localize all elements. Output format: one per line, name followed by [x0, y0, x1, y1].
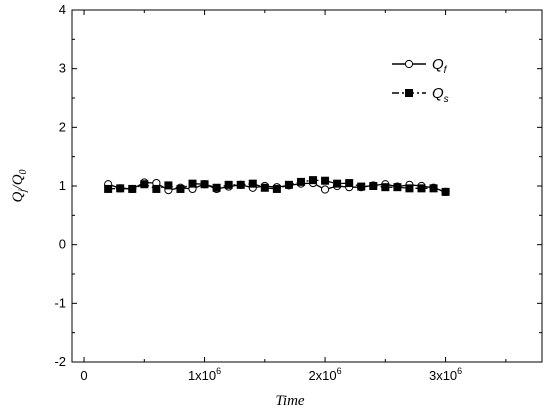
qs-point	[224, 180, 233, 189]
legend-label-qf: Qf	[432, 56, 448, 76]
y-tick-label: 2	[59, 119, 66, 134]
legend-label-qs: Qs	[432, 85, 449, 105]
qs-point	[417, 184, 426, 193]
qs-point	[333, 179, 342, 188]
qs-point	[200, 180, 209, 189]
x-axis-title: Time	[275, 393, 305, 409]
qs-point	[152, 184, 161, 193]
y-tick-label: 3	[59, 61, 66, 76]
qs-point	[309, 176, 318, 185]
qs-point	[284, 180, 293, 189]
qs-point	[441, 187, 450, 196]
qs-point	[164, 181, 173, 190]
y-tick-label: 1	[59, 178, 66, 193]
qs-point	[140, 180, 149, 189]
plot-area	[71, 9, 543, 363]
series-markers	[104, 176, 450, 196]
qs-point	[405, 184, 414, 193]
qs-point	[116, 184, 125, 193]
qs-point	[321, 176, 330, 185]
qs-point	[296, 177, 305, 186]
legend-marker-qs	[405, 89, 413, 97]
legend-marker-qf	[404, 59, 414, 69]
x-tick-label: 1x106	[188, 366, 221, 383]
y-tick-label: -2	[54, 354, 66, 369]
y-tick-label: 4	[59, 2, 66, 17]
qf-point	[320, 185, 330, 194]
axis-ticks: -2 -1 0 1 2 3 4 0 1x106 2x106 3x106	[54, 2, 542, 383]
qs-point	[248, 179, 257, 188]
y-axis-title: Qj/Q0	[10, 169, 29, 202]
legend: Qf Qs	[392, 56, 449, 105]
qs-point	[176, 184, 185, 193]
qs-point	[128, 184, 137, 193]
qs-point	[212, 183, 221, 192]
qs-point	[104, 184, 113, 193]
x-tick-label: 0	[80, 368, 87, 383]
qs-point	[429, 184, 438, 193]
qs-point	[369, 182, 378, 190]
y-tick-label: 0	[59, 237, 66, 252]
qs-point	[357, 182, 366, 191]
qs-point	[393, 183, 402, 192]
y-tick-label: -1	[54, 295, 66, 310]
qs-point	[188, 179, 197, 188]
x-tick-label: 3x106	[429, 366, 462, 383]
qs-point	[272, 184, 281, 193]
qs-point	[260, 183, 269, 192]
qs-point	[345, 179, 354, 188]
qs-point	[381, 183, 390, 192]
x-tick-label: 2x106	[308, 366, 341, 383]
qs-point	[236, 180, 245, 189]
